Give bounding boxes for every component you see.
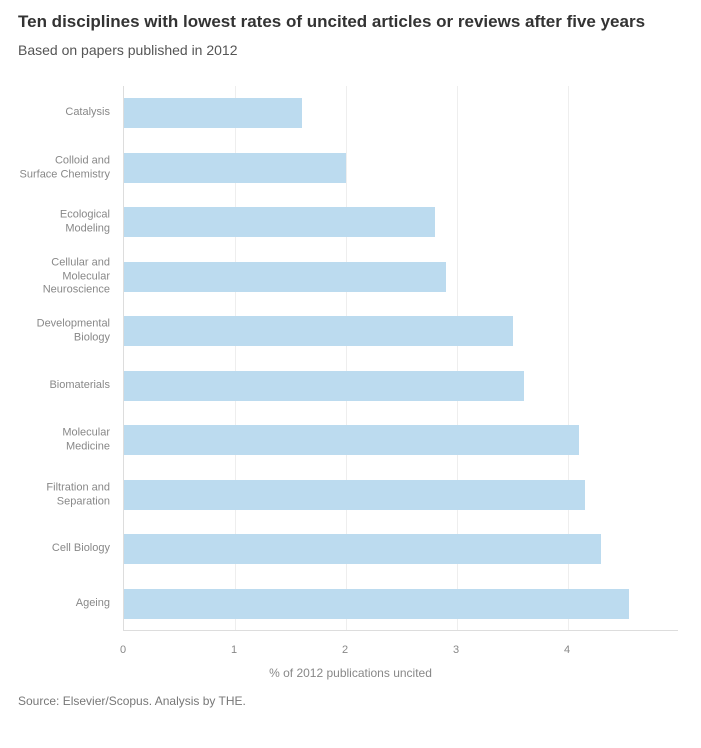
x-axis-tick: 3 xyxy=(453,644,459,656)
x-axis-label: % of 2012 publications uncited xyxy=(18,666,683,680)
bar xyxy=(124,425,579,455)
y-axis-label: Colloid and Surface Chemistry xyxy=(18,154,116,182)
y-axis-label: Molecular Medicine xyxy=(18,427,116,455)
chart-area: Catalysis Colloid and Surface Chemistry Ec… xyxy=(18,66,683,686)
chart-title: Ten disciplines with lowest rates of unc… xyxy=(18,12,683,32)
y-axis-label: Biomaterials xyxy=(18,379,116,393)
y-axis-label: Ageing xyxy=(18,597,116,611)
bar xyxy=(124,262,446,292)
y-axis-label: Catalysis xyxy=(18,106,116,120)
y-axis-label: Developmental Biology xyxy=(18,318,116,346)
bar xyxy=(124,589,629,619)
y-axis-label: Cell Biology xyxy=(18,542,116,556)
source-caption: Source: Elsevier/Scopus. Analysis by THE… xyxy=(18,694,683,708)
bar xyxy=(124,153,346,183)
x-axis-tick: 4 xyxy=(564,644,570,656)
bar xyxy=(124,316,513,346)
x-axis-tick: 2 xyxy=(342,644,348,656)
y-axis-label: Filtration and Separation xyxy=(18,481,116,509)
y-axis-label: Cellular and Molecular Neuroscience xyxy=(18,256,116,297)
bar xyxy=(124,98,302,128)
bar xyxy=(124,371,524,401)
y-axis-label: Ecological Modeling xyxy=(18,209,116,237)
x-axis-tick: 1 xyxy=(231,644,237,656)
bar xyxy=(124,534,601,564)
x-axis-tick: 0 xyxy=(120,644,126,656)
chart-subtitle: Based on papers published in 2012 xyxy=(18,42,683,58)
bar xyxy=(124,480,585,510)
plot-region xyxy=(123,86,678,631)
bar xyxy=(124,207,435,237)
